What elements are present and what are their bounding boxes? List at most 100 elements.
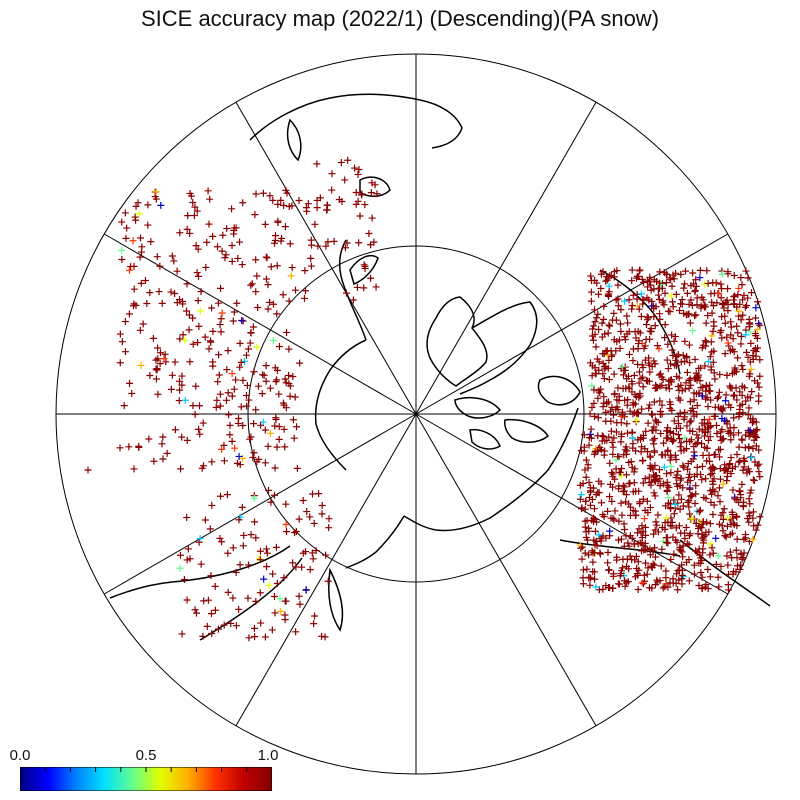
accuracy-marker [208, 304, 216, 312]
accuracy-markers [84, 156, 764, 642]
accuracy-marker [341, 176, 349, 184]
accuracy-marker [341, 244, 349, 252]
accuracy-marker [609, 316, 617, 324]
accuracy-marker [746, 468, 754, 476]
accuracy-marker [241, 357, 249, 365]
accuracy-marker [587, 297, 595, 305]
accuracy-marker [692, 311, 700, 319]
accuracy-marker [184, 212, 192, 220]
accuracy-marker [212, 403, 220, 411]
accuracy-marker [631, 328, 639, 336]
colorbar-max-label: 1.0 [257, 747, 279, 764]
accuracy-marker [678, 580, 686, 588]
accuracy-marker [640, 580, 648, 588]
accuracy-marker [689, 408, 697, 416]
accuracy-marker [118, 256, 126, 264]
accuracy-marker [217, 328, 225, 336]
accuracy-marker [84, 466, 92, 474]
accuracy-marker [223, 491, 231, 499]
accuracy-marker [718, 334, 726, 342]
accuracy-marker [677, 447, 685, 455]
accuracy-marker [636, 500, 644, 508]
accuracy-marker [131, 213, 139, 221]
accuracy-marker [722, 391, 730, 399]
accuracy-marker [244, 594, 252, 602]
accuracy-marker [620, 451, 628, 459]
map-title: SICE accuracy map (2022/1) (Descending)(… [140, 6, 660, 31]
accuracy-marker [753, 326, 761, 334]
accuracy-marker [592, 343, 600, 351]
accuracy-marker [679, 484, 687, 492]
accuracy-marker [740, 456, 748, 464]
accuracy-marker [689, 269, 697, 277]
accuracy-marker [600, 363, 608, 371]
accuracy-marker [637, 375, 645, 383]
accuracy-marker [745, 404, 753, 412]
accuracy-marker [147, 238, 155, 246]
accuracy-marker [178, 630, 186, 638]
accuracy-marker [646, 401, 654, 409]
accuracy-marker [280, 401, 288, 409]
accuracy-marker [150, 457, 158, 465]
accuracy-marker [639, 383, 647, 391]
accuracy-marker [716, 498, 724, 506]
accuracy-marker [662, 514, 670, 522]
accuracy-marker [746, 328, 754, 336]
accuracy-marker [586, 501, 594, 509]
accuracy-marker [605, 356, 613, 364]
accuracy-marker [601, 437, 609, 445]
accuracy-marker [644, 564, 652, 572]
accuracy-marker [171, 358, 179, 366]
accuracy-marker [641, 506, 649, 514]
accuracy-marker [724, 307, 732, 315]
accuracy-marker [116, 330, 124, 338]
accuracy-marker [183, 280, 191, 288]
accuracy-marker [266, 192, 274, 200]
accuracy-marker [183, 307, 191, 315]
accuracy-marker [600, 393, 608, 401]
accuracy-marker [676, 435, 684, 443]
accuracy-marker [724, 339, 732, 347]
accuracy-marker [722, 298, 730, 306]
accuracy-marker [609, 470, 617, 478]
accuracy-marker [717, 511, 725, 519]
accuracy-marker [703, 444, 711, 452]
accuracy-marker [622, 498, 630, 506]
accuracy-marker [708, 332, 716, 340]
accuracy-marker [621, 297, 629, 305]
accuracy-marker [675, 394, 683, 402]
accuracy-marker [719, 515, 727, 523]
accuracy-marker [716, 445, 724, 453]
accuracy-marker [604, 549, 612, 557]
accuracy-marker [731, 292, 739, 300]
accuracy-marker [207, 610, 215, 618]
accuracy-marker [183, 556, 191, 564]
accuracy-marker [250, 368, 258, 376]
accuracy-marker [130, 465, 138, 473]
accuracy-marker [655, 466, 663, 474]
accuracy-marker [322, 242, 330, 250]
accuracy-marker [656, 279, 664, 287]
accuracy-marker [280, 574, 288, 582]
accuracy-marker [664, 340, 672, 348]
accuracy-marker [295, 196, 303, 204]
accuracy-marker [582, 473, 590, 481]
accuracy-marker [250, 420, 258, 428]
accuracy-marker [232, 622, 240, 630]
accuracy-marker [686, 375, 694, 383]
accuracy-marker [250, 449, 258, 457]
accuracy-marker [697, 523, 705, 531]
accuracy-marker [144, 201, 152, 209]
accuracy-marker [676, 443, 684, 451]
accuracy-marker [659, 584, 667, 592]
accuracy-marker [665, 377, 673, 385]
accuracy-marker [716, 475, 724, 483]
accuracy-marker [591, 318, 599, 326]
accuracy-marker [217, 492, 225, 500]
accuracy-marker [658, 284, 666, 292]
accuracy-marker [597, 285, 605, 293]
accuracy-marker [275, 343, 283, 351]
accuracy-marker [594, 310, 602, 318]
accuracy-marker [592, 583, 600, 591]
accuracy-marker [751, 377, 759, 385]
